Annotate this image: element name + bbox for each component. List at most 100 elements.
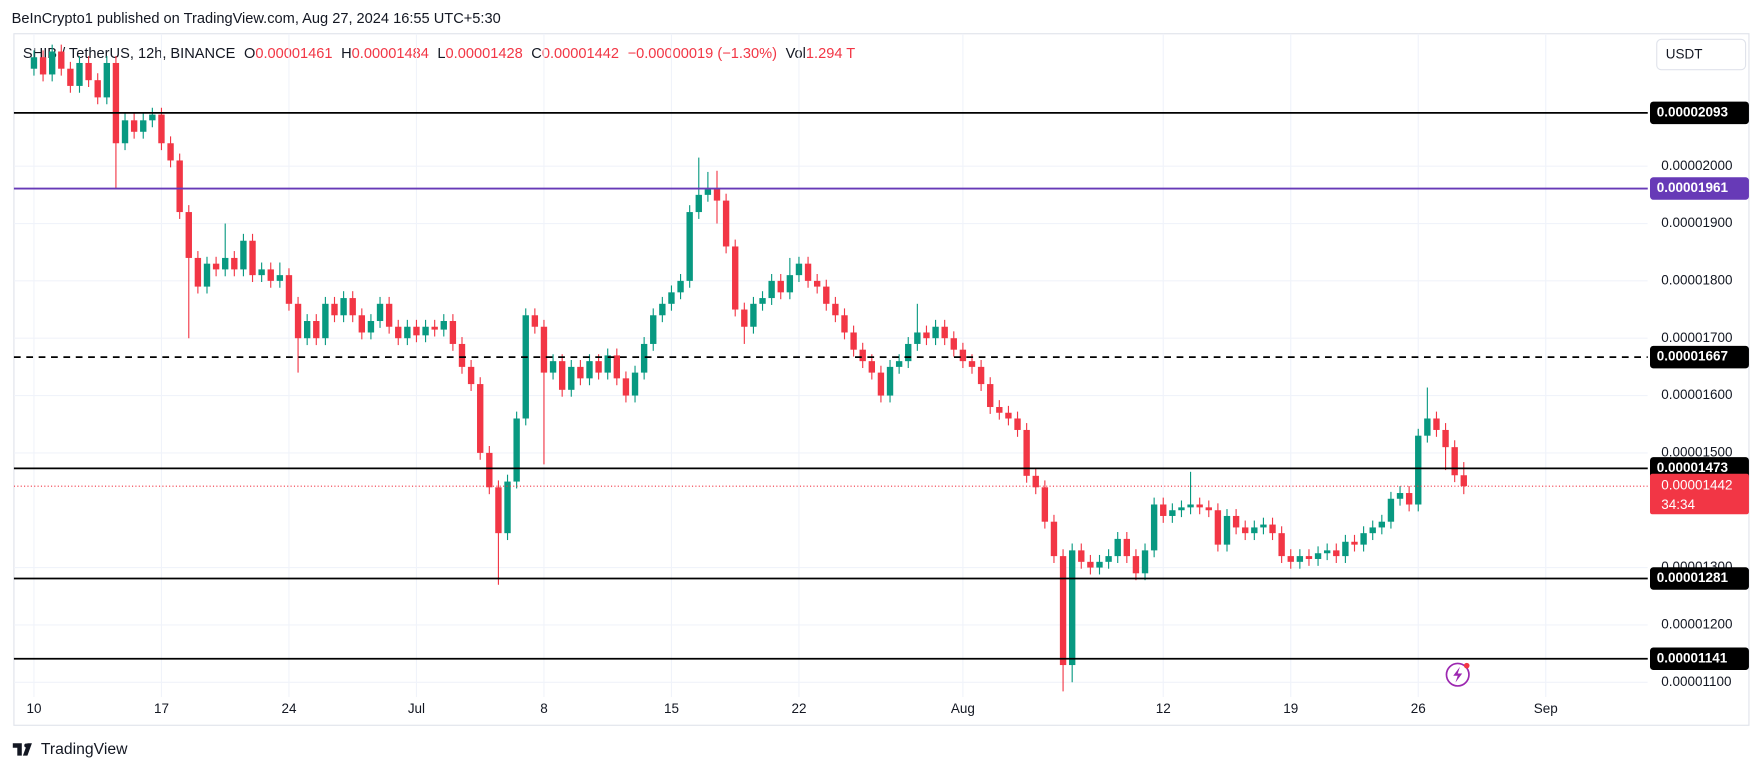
candle-body [404,326,411,339]
x-tick-label: Jul [408,701,425,716]
candle-body [914,332,921,344]
candle-body [1396,493,1404,499]
candle-body [185,212,192,258]
candle-body [231,257,238,270]
candle-body [258,269,265,276]
candle-body [222,257,229,270]
legend: SHIB / TetherUS, 12h, BINANCE O0.0000146… [23,46,855,62]
x-tick-label: Aug [951,701,975,716]
candle-body [741,309,748,327]
candle-body [768,280,775,299]
candle-body [358,315,366,333]
candle-body [294,303,302,339]
candle-body [568,366,575,390]
candle-body [477,384,484,453]
candle-body [695,194,702,213]
x-tick-label: 12 [1156,701,1171,716]
candle-body [686,212,693,281]
candle-body [1205,507,1212,511]
candle-body [1050,521,1058,557]
candle-body [1078,550,1085,562]
candle-body [595,361,602,373]
candle-body [932,326,939,339]
candle-body [1232,515,1240,528]
x-tick-label: 17 [154,701,169,716]
candle-body [1342,541,1349,557]
candle-body [804,263,812,281]
candle-body [759,298,766,304]
candle-body [203,263,211,287]
candle-body [385,303,393,327]
candle-body [285,275,293,304]
publisher: BeInCrypto1 published on TradingView.com… [12,11,501,27]
candle-body [1251,527,1258,534]
level-label: 0.00002093 [1657,104,1729,119]
candle-body [467,366,475,385]
candle-body [1260,524,1267,528]
candle-body [841,315,848,333]
candle-body [750,303,757,327]
candle-body [1023,429,1030,476]
candle-body [786,275,794,293]
plot-area [13,33,1648,698]
candle-body [977,366,985,385]
alert-icon[interactable] [1445,662,1470,687]
y-tick-label: 0.00001200 [1661,616,1732,631]
y-tick-label: 0.00001500 [1661,444,1732,459]
candle-body [1196,504,1203,508]
candle-body [158,114,165,144]
l-label: L [437,46,445,62]
candle-body [513,418,520,482]
candle-body [668,292,675,304]
candle-body [413,326,420,336]
candle-body [677,280,684,293]
candle-body [1442,429,1449,448]
candle-body [1333,550,1340,557]
c-value: 0.00001442 [542,46,619,62]
candle-body [1068,550,1076,666]
candle-body [1114,538,1121,557]
level-label-box [1649,101,1749,125]
candle-body [1141,550,1149,574]
candle-body [1123,538,1131,557]
c-label: C [531,46,542,62]
o-value: 0.00001461 [255,46,332,62]
candle-body [103,62,111,98]
candle-body [1242,527,1249,534]
last-price-label: 0.00001442 [1661,478,1732,493]
candle-body [449,321,457,344]
candle-body [1096,561,1103,568]
currency[interactable]: USDT [1666,47,1703,62]
candle-body [1032,475,1039,488]
candle-body [1451,447,1458,476]
candle-body [1378,521,1386,528]
y-tick-label: 0.00001900 [1661,215,1732,230]
currency-button[interactable] [1656,38,1747,71]
candle-body [130,120,138,132]
candle-body [877,372,885,396]
candle-body [1415,435,1422,505]
candle-body [486,452,493,488]
candle-body [458,343,466,367]
candle-body [1150,504,1158,551]
y-tick-label: 0.00001800 [1661,272,1732,287]
candle-body [1178,507,1185,511]
candle-body [30,57,38,69]
x-tick-label: 19 [1283,701,1298,716]
l-value: 0.00001428 [446,46,523,62]
candle-body [586,361,593,379]
candle-body [886,366,894,396]
candle-body [868,361,876,373]
vol-label: Vol [786,46,806,62]
candle-body [76,62,83,86]
level-label-box [1649,567,1749,590]
candle-body [58,51,65,69]
candle-body [941,326,948,339]
candle-body [1314,553,1322,559]
candle-body [713,189,721,201]
candle-body [94,80,101,98]
candle-body [650,315,657,344]
candle-body [1187,504,1194,508]
candle-body [240,240,247,270]
